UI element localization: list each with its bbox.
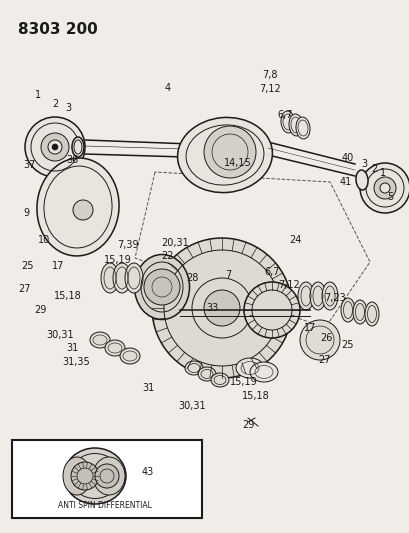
Text: 1: 1 (35, 90, 41, 100)
Text: 26: 26 (319, 333, 331, 343)
Circle shape (25, 117, 85, 177)
Ellipse shape (288, 114, 302, 136)
Text: 6,7: 6,7 (276, 110, 292, 120)
Text: 36: 36 (66, 155, 78, 165)
Circle shape (41, 133, 69, 161)
Ellipse shape (37, 158, 119, 256)
Ellipse shape (93, 457, 125, 495)
Ellipse shape (134, 254, 189, 319)
Circle shape (373, 177, 395, 199)
Text: ANTI SPIN DIFFERENTIAL: ANTI SPIN DIFFERENTIAL (58, 502, 152, 511)
Ellipse shape (101, 263, 119, 293)
Ellipse shape (64, 448, 126, 504)
Ellipse shape (355, 170, 367, 190)
Ellipse shape (211, 373, 229, 387)
Text: 7,12: 7,12 (277, 280, 299, 290)
Text: 15,18: 15,18 (242, 391, 269, 401)
Text: 7,39: 7,39 (117, 240, 139, 250)
Text: 17: 17 (52, 261, 64, 271)
Ellipse shape (340, 298, 354, 322)
Text: 30,31: 30,31 (178, 401, 205, 411)
Ellipse shape (295, 117, 309, 139)
Ellipse shape (184, 361, 202, 375)
Ellipse shape (309, 282, 325, 310)
Text: 40: 40 (341, 153, 353, 163)
Text: 2: 2 (52, 99, 58, 109)
Circle shape (204, 290, 239, 326)
Text: 28: 28 (185, 273, 198, 283)
Circle shape (152, 238, 291, 378)
Ellipse shape (105, 340, 125, 356)
Text: 8303 200: 8303 200 (18, 22, 97, 37)
Circle shape (71, 462, 99, 490)
Circle shape (52, 144, 58, 150)
Text: 7: 7 (224, 270, 231, 280)
Text: 41: 41 (339, 177, 351, 187)
Ellipse shape (352, 300, 366, 324)
Circle shape (191, 278, 252, 338)
Text: 15,19: 15,19 (229, 377, 257, 387)
Ellipse shape (280, 111, 294, 133)
Circle shape (299, 320, 339, 360)
Ellipse shape (90, 332, 110, 348)
Text: 30,31: 30,31 (46, 330, 74, 340)
Text: 7,12: 7,12 (258, 84, 280, 94)
Text: 7,8: 7,8 (262, 70, 277, 80)
Text: 43: 43 (142, 467, 154, 477)
Text: 25: 25 (341, 340, 353, 350)
Ellipse shape (249, 362, 277, 382)
Text: 6,7: 6,7 (264, 267, 279, 277)
Text: 25: 25 (22, 261, 34, 271)
Circle shape (95, 464, 119, 488)
Text: 17: 17 (303, 323, 315, 333)
Text: 29: 29 (34, 305, 46, 315)
Text: 24: 24 (288, 235, 301, 245)
Text: 31: 31 (66, 343, 78, 353)
Ellipse shape (125, 263, 143, 293)
Text: 20,31: 20,31 (161, 238, 189, 248)
Text: 2: 2 (370, 164, 376, 174)
Text: 27: 27 (19, 284, 31, 294)
Circle shape (144, 269, 180, 305)
Ellipse shape (198, 367, 216, 381)
Circle shape (204, 126, 255, 178)
Text: 14,15: 14,15 (224, 158, 251, 168)
Ellipse shape (113, 263, 131, 293)
Text: 1: 1 (379, 168, 385, 178)
Circle shape (48, 140, 62, 154)
Ellipse shape (364, 302, 378, 326)
Circle shape (379, 183, 389, 193)
Text: 31: 31 (142, 383, 154, 393)
Ellipse shape (177, 117, 272, 192)
Ellipse shape (297, 282, 313, 310)
Text: 33: 33 (205, 303, 218, 313)
Ellipse shape (63, 457, 91, 495)
Text: 9: 9 (23, 208, 29, 218)
Circle shape (73, 200, 93, 220)
Text: 4: 4 (164, 83, 171, 93)
Text: 3: 3 (360, 159, 366, 169)
Text: 31,35: 31,35 (62, 357, 90, 367)
Text: 15,19: 15,19 (104, 255, 132, 265)
Ellipse shape (72, 137, 84, 157)
Text: 27: 27 (318, 355, 330, 365)
Ellipse shape (120, 348, 139, 364)
Text: 37: 37 (24, 160, 36, 170)
Text: 22: 22 (162, 251, 174, 261)
Circle shape (359, 163, 409, 213)
Text: 29: 29 (241, 420, 254, 430)
Text: 10: 10 (38, 235, 50, 245)
Text: 3: 3 (65, 103, 71, 113)
Text: 5: 5 (386, 192, 392, 202)
Ellipse shape (236, 358, 263, 378)
Text: 15,18: 15,18 (54, 291, 82, 301)
Circle shape (243, 282, 299, 338)
Text: 7,23: 7,23 (324, 293, 345, 303)
Ellipse shape (321, 282, 337, 310)
Bar (12, 440, 202, 518)
